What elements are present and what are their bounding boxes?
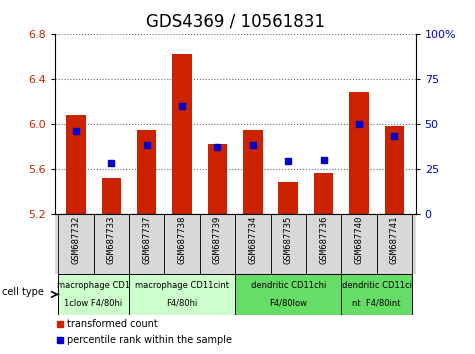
FancyBboxPatch shape	[377, 214, 412, 274]
FancyBboxPatch shape	[306, 214, 342, 274]
Text: GSM687733: GSM687733	[107, 216, 116, 264]
FancyBboxPatch shape	[129, 214, 164, 274]
Bar	[243, 130, 263, 214]
Title: GDS4369 / 10561831: GDS4369 / 10561831	[146, 13, 324, 31]
Text: GSM687740: GSM687740	[354, 216, 363, 264]
Text: dendritic CD11chi: dendritic CD11chi	[250, 281, 326, 290]
FancyBboxPatch shape	[129, 274, 235, 315]
Text: macrophage CD11cint: macrophage CD11cint	[135, 281, 229, 290]
Bar	[278, 182, 298, 214]
Text: nt  F4/80int: nt F4/80int	[352, 299, 401, 308]
Text: 1clow F4/80hi: 1clow F4/80hi	[65, 299, 123, 308]
Text: GSM687738: GSM687738	[178, 216, 187, 264]
Bar	[349, 92, 369, 214]
Text: F4/80hi: F4/80hi	[166, 299, 198, 308]
Bar	[66, 115, 86, 214]
Bar	[172, 54, 192, 214]
FancyBboxPatch shape	[342, 274, 412, 315]
Text: F4/80low: F4/80low	[269, 299, 307, 308]
FancyBboxPatch shape	[164, 214, 200, 274]
Text: GSM687734: GSM687734	[248, 216, 257, 264]
FancyBboxPatch shape	[58, 274, 129, 315]
Bar	[137, 130, 156, 214]
FancyBboxPatch shape	[58, 214, 94, 274]
Text: GSM687732: GSM687732	[71, 216, 80, 264]
Text: GSM687735: GSM687735	[284, 216, 293, 264]
FancyBboxPatch shape	[271, 214, 306, 274]
Bar	[314, 173, 333, 214]
Text: dendritic CD11ci: dendritic CD11ci	[342, 281, 412, 290]
FancyBboxPatch shape	[342, 214, 377, 274]
FancyBboxPatch shape	[94, 214, 129, 274]
Text: GSM687741: GSM687741	[390, 216, 399, 264]
FancyBboxPatch shape	[235, 274, 342, 315]
Bar	[102, 178, 121, 214]
Text: macrophage CD1: macrophage CD1	[57, 281, 130, 290]
Text: GSM687739: GSM687739	[213, 216, 222, 264]
Text: GSM687737: GSM687737	[142, 216, 151, 264]
FancyBboxPatch shape	[200, 214, 235, 274]
FancyBboxPatch shape	[235, 214, 271, 274]
Text: cell type: cell type	[2, 287, 44, 297]
Bar	[385, 126, 404, 214]
Text: percentile rank within the sample: percentile rank within the sample	[67, 335, 232, 345]
Text: GSM687736: GSM687736	[319, 216, 328, 264]
Text: transformed count: transformed count	[67, 319, 158, 329]
Bar	[208, 144, 227, 214]
